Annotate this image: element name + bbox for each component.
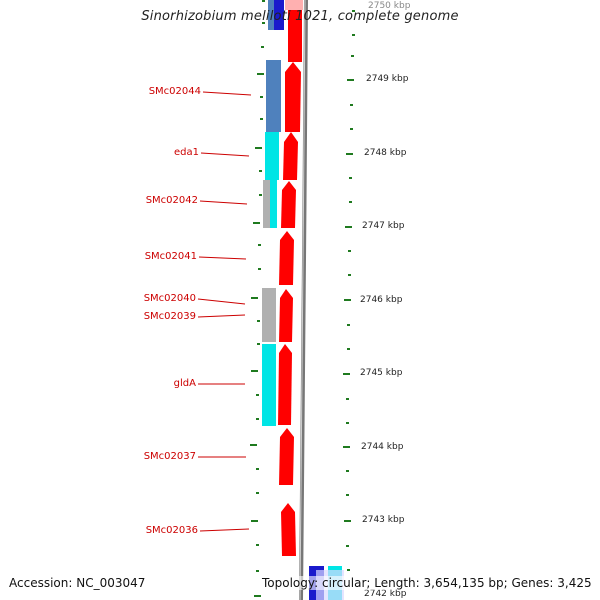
gene-top-red xyxy=(288,10,302,62)
kbp-label-2743: 2743 kbp xyxy=(362,515,405,525)
gene-smc02044-arrow xyxy=(285,62,301,132)
gene-gldA-bar xyxy=(262,344,276,426)
gene-label-gldA[interactable]: gldA xyxy=(173,378,196,389)
gene-label-eda1[interactable]: eda1 xyxy=(174,147,199,158)
genome-backbone xyxy=(299,0,308,600)
kbp-label-2746: 2746 kbp xyxy=(360,295,403,305)
gene-label-smc02037[interactable]: SMc02037 xyxy=(143,451,196,462)
left-tick-column xyxy=(250,0,265,597)
gene-smc02042-bar-gray xyxy=(263,180,272,228)
map-title: Sinorhizobium meliloti 1021, complete ge… xyxy=(141,9,459,24)
kbp-label-2747: 2747 kbp xyxy=(362,221,405,231)
kbp-label-2750: 2750 kbp xyxy=(368,1,411,11)
gene-label-smc02039[interactable]: SMc02039 xyxy=(143,311,196,322)
gene-label-smc02036[interactable]: SMc02036 xyxy=(145,525,198,536)
topology-text: Topology: circular; Length: 3,654,135 bp… xyxy=(262,576,592,590)
gene-smc02042-bar-cyan xyxy=(270,180,277,228)
gene-label-smc02044[interactable]: SMc02044 xyxy=(148,86,201,97)
gene-eda1-arrow xyxy=(283,132,298,180)
gene-smc02039-arrow xyxy=(279,289,293,342)
gene-smc02042-arrow xyxy=(281,181,296,228)
kbp-label-2745: 2745 kbp xyxy=(360,368,403,378)
gene-top-pink xyxy=(285,0,303,10)
right-tick-column xyxy=(343,10,355,571)
gene-smc02036-arrow xyxy=(281,503,296,556)
gene-smc02040-bar xyxy=(262,288,276,342)
accession-text: Accession: NC_003047 xyxy=(9,576,146,590)
gene-smc02041-arrow xyxy=(279,231,294,285)
leader-lines xyxy=(197,91,252,532)
kbp-label-2742: 2742 kbp xyxy=(364,589,407,599)
gene-smc02037-arrow xyxy=(279,428,294,485)
kbp-label-2748: 2748 kbp xyxy=(364,148,407,158)
gene-label-smc02042[interactable]: SMc02042 xyxy=(145,195,198,206)
gene-eda1-bar xyxy=(265,132,279,180)
gene-gldA-arrow xyxy=(278,344,292,425)
gene-label-smc02041[interactable]: SMc02041 xyxy=(144,251,197,262)
genome-backbone-highlight xyxy=(299,0,306,600)
gene-top-darkblue xyxy=(274,0,284,30)
kbp-label-2749: 2749 kbp xyxy=(366,74,409,84)
kbp-label-2744: 2744 kbp xyxy=(361,442,404,452)
gene-smc02044-bar xyxy=(266,60,281,132)
gene-label-smc02040[interactable]: SMc02040 xyxy=(143,293,196,304)
